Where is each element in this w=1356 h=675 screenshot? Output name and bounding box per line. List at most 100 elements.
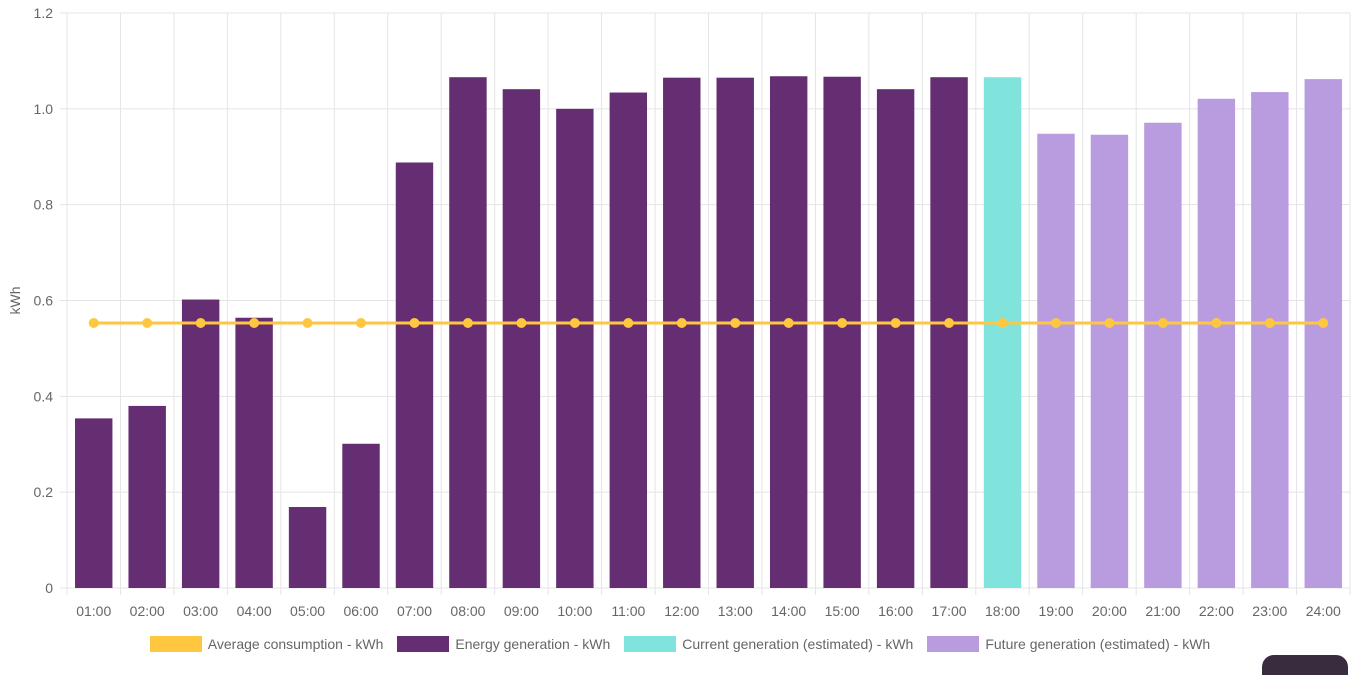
x-tick-label-23: 24:00 [1306,603,1341,619]
bar-0400-series-1[interactable] [235,317,273,588]
legend-label-0: Average consumption - kWh [207,636,384,652]
point-2300[interactable] [1264,318,1275,329]
chart-canvas: 00.20.40.60.81.01.2 kWh 01:00 02:00 03:00 0… [7,5,1351,619]
legend-swatch-1 [397,636,450,652]
bar-0600-series-1[interactable] [342,443,380,588]
point-1400[interactable] [783,318,794,329]
bar-1200-series-1[interactable] [663,77,701,588]
bar-0200-series-1[interactable] [128,405,166,588]
point-0800[interactable] [462,318,473,329]
x-tick-label-0: 01:00 [76,603,111,619]
x-axis-ticks: 01:00 02:00 03:00 04:00 05:00 06:00 07:00 08:00… [76,603,1341,619]
bar-0900-series-1[interactable] [502,89,541,588]
bar-1600-series-1[interactable] [876,89,915,588]
bar-2400-series-3[interactable] [1304,79,1342,588]
bar-0800-series-1[interactable] [449,77,487,588]
legend-label-2: Current generation (estimated) - kWh [682,636,914,652]
x-tick-label-4: 05:00 [290,603,325,619]
y-axis-label: kWh [7,287,23,315]
bar-2200-series-3[interactable] [1197,98,1236,588]
bar-0500-series-1[interactable] [288,507,327,588]
x-tick-label-15: 16:00 [878,603,913,619]
bar-2100-series-3[interactable] [1144,122,1182,589]
bar-2300-series-3[interactable] [1251,92,1289,588]
x-tick-label-13: 14:00 [771,603,806,619]
point-1200[interactable] [676,318,687,329]
point-1000[interactable] [569,318,580,329]
x-tick-label-11: 12:00 [664,603,699,619]
bar-0100-series-1[interactable] [75,418,113,588]
bar-1700-series-1[interactable] [930,77,968,588]
x-tick-label-12: 13:00 [718,603,753,619]
x-tick-label-19: 20:00 [1092,603,1127,619]
point-0200[interactable] [142,318,153,329]
y-tick-label-6: 1.2 [34,5,54,21]
bars [75,76,1342,589]
point-1600[interactable] [890,318,901,329]
point-0900[interactable] [516,318,527,329]
point-0500[interactable] [302,318,313,329]
point-0700[interactable] [409,318,420,329]
bar-1900-series-3[interactable] [1037,133,1075,588]
point-1500[interactable] [837,318,848,329]
y-tick-label-5: 1.0 [34,101,54,117]
bar-1100-series-1[interactable] [609,92,648,589]
legend-swatch-2 [624,636,677,652]
x-tick-label-18: 19:00 [1038,603,1073,619]
point-0100[interactable] [88,318,99,329]
x-tick-label-3: 04:00 [237,603,272,619]
point-2200[interactable] [1211,318,1222,329]
legend-label-1: Energy generation - kWh [455,636,611,652]
bar-1500-series-1[interactable] [823,76,861,589]
bar-2000-series-3[interactable] [1090,134,1129,589]
point-0600[interactable] [356,318,367,329]
point-1800[interactable] [997,318,1008,329]
legend-item-1[interactable]: Energy generation - kWh [393,636,610,652]
x-tick-label-9: 10:00 [557,603,592,619]
x-tick-label-17: 18:00 [985,603,1020,619]
average-consumption-line [88,318,1329,329]
x-tick-label-14: 15:00 [825,603,860,619]
corner-widget[interactable] [1262,655,1348,675]
point-0300[interactable] [195,318,206,329]
x-tick-label-5: 06:00 [343,603,378,619]
point-1300[interactable] [730,318,741,329]
grid-lines [66,12,1351,595]
point-1700[interactable] [944,318,955,329]
point-2000[interactable] [1104,318,1115,329]
legend-swatch-3 [927,636,980,652]
bar-0700-series-1[interactable] [395,162,434,589]
point-1100[interactable] [623,318,634,329]
point-2100[interactable] [1157,318,1168,329]
x-tick-label-21: 22:00 [1199,603,1234,619]
x-tick-label-16: 17:00 [932,603,967,619]
legend-item-0[interactable]: Average consumption - kWh [146,636,384,652]
x-tick-label-2: 03:00 [183,603,218,619]
x-tick-label-1: 02:00 [130,603,165,619]
legend-swatch-0 [149,636,202,652]
y-tick-label-0: 0 [45,580,53,596]
x-tick-label-20: 21:00 [1145,603,1180,619]
y-tick-label-1: 0.2 [34,484,54,500]
bar-1800-series-2[interactable] [983,77,1022,588]
legend-item-3[interactable]: Future generation (estimated) - kWh [923,636,1210,652]
y-tick-label-4: 0.8 [34,197,54,213]
y-tick-label-2: 0.4 [34,388,54,404]
x-tick-label-22: 23:00 [1252,603,1287,619]
x-tick-label-10: 11:00 [611,603,645,619]
bar-0300-series-1[interactable] [181,299,220,588]
x-tick-label-8: 09:00 [504,603,539,619]
x-tick-label-7: 08:00 [450,603,485,619]
legend: Average consumption - kWh Energy generati… [0,633,1356,655]
point-0400[interactable] [249,318,260,329]
y-tick-label-3: 0.6 [34,293,54,309]
y-axis-ticks: 0 0.2 0.4 0.6 0.8 1.0 1.2 [34,5,67,596]
bar-1300-series-1[interactable] [716,77,754,588]
bar-1000-series-1[interactable] [556,108,594,588]
legend-label-3: Future generation (estimated) - kWh [985,636,1211,652]
legend-item-2[interactable]: Current generation (estimated) - kWh [620,636,913,652]
bar-1400-series-1[interactable] [769,76,808,588]
point-2400[interactable] [1318,318,1329,329]
point-1900[interactable] [1050,318,1061,329]
x-tick-label-6: 07:00 [397,603,432,619]
